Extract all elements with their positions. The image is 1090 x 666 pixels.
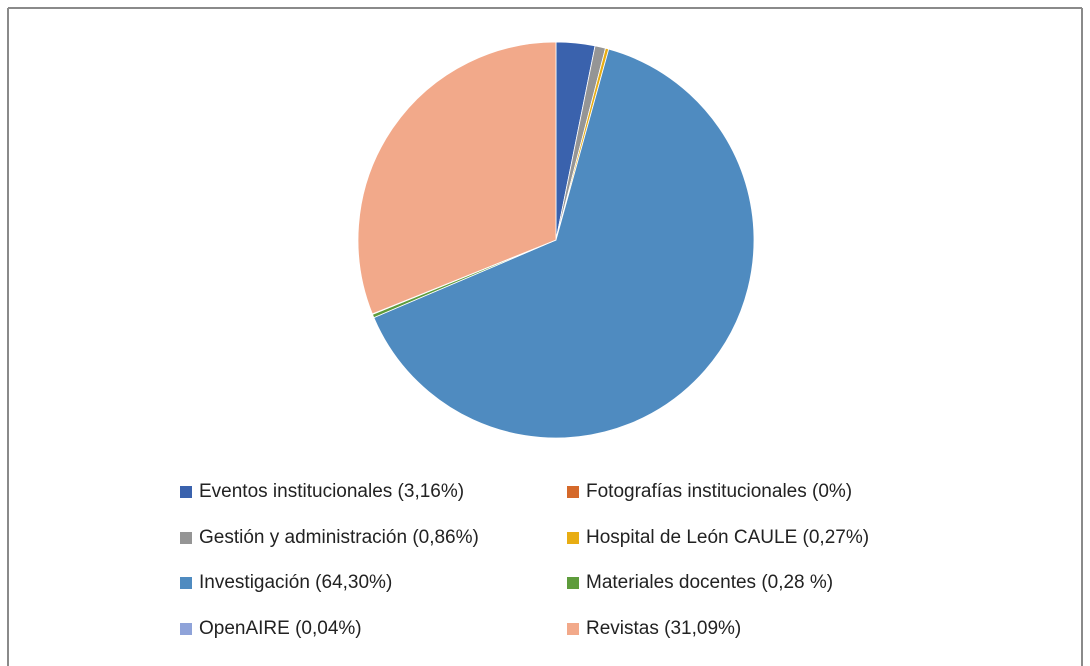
legend-label: Investigación (64,30%) bbox=[199, 572, 392, 593]
legend-swatch bbox=[180, 577, 192, 589]
legend-swatch bbox=[567, 486, 579, 498]
legend-swatch bbox=[180, 486, 192, 498]
legend-label: Fotografías institucionales (0%) bbox=[586, 481, 852, 502]
pie-slice bbox=[357, 41, 557, 315]
legend-label: Gestión y administración (0,86%) bbox=[199, 527, 479, 548]
legend-swatch bbox=[567, 532, 579, 544]
legend-label: OpenAIRE (0,04%) bbox=[199, 618, 362, 639]
legend-label: Eventos institucionales (3,16%) bbox=[199, 481, 464, 502]
legend-label: Materiales docentes (0,28 %) bbox=[586, 572, 833, 593]
pie-slice bbox=[373, 48, 755, 439]
legend-label: Hospital de León CAULE (0,27%) bbox=[586, 527, 869, 548]
legend-swatch bbox=[180, 532, 192, 544]
legend-swatch bbox=[180, 623, 192, 635]
legend-swatch bbox=[567, 623, 579, 635]
legend-swatch bbox=[567, 577, 579, 589]
legend-label: Revistas (31,09%) bbox=[586, 618, 741, 639]
frame bbox=[7, 7, 1083, 666]
